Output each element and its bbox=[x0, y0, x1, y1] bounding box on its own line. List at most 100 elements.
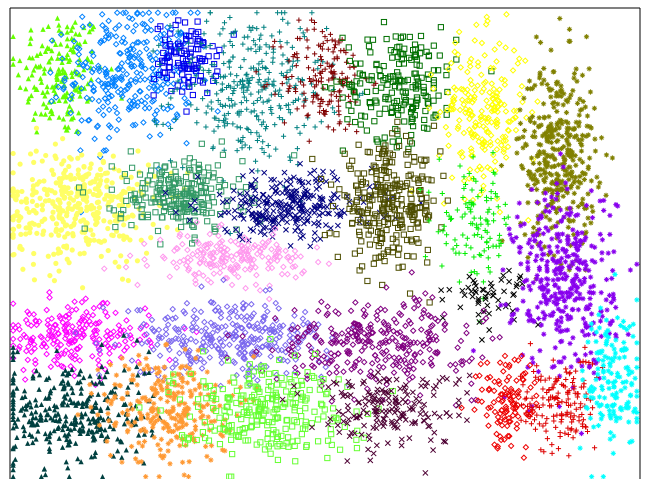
data-point bbox=[45, 253, 51, 259]
data-point bbox=[237, 211, 244, 218]
data-point bbox=[363, 88, 371, 95]
data-point bbox=[375, 154, 382, 162]
data-point bbox=[93, 123, 101, 131]
data-point bbox=[53, 180, 59, 186]
data-point bbox=[252, 281, 260, 289]
data-point bbox=[426, 346, 433, 353]
data-point bbox=[60, 116, 67, 122]
data-point bbox=[16, 343, 23, 350]
data-point bbox=[408, 209, 415, 216]
data-point bbox=[548, 225, 554, 231]
data-point bbox=[543, 276, 549, 282]
data-point bbox=[209, 174, 217, 181]
data-point bbox=[233, 226, 240, 233]
data-point bbox=[580, 170, 586, 176]
data-point bbox=[79, 152, 85, 158]
data-point bbox=[145, 9, 153, 17]
data-point bbox=[574, 274, 580, 281]
axes-frame bbox=[9, 7, 641, 479]
data-point bbox=[310, 99, 316, 105]
data-point bbox=[510, 239, 516, 245]
data-point bbox=[83, 63, 91, 71]
data-point bbox=[169, 364, 176, 372]
data-point bbox=[49, 214, 55, 220]
data-point bbox=[317, 103, 323, 109]
data-point bbox=[82, 295, 90, 302]
data-point bbox=[522, 232, 528, 238]
data-point bbox=[321, 111, 327, 117]
data-point bbox=[108, 92, 116, 100]
data-point bbox=[181, 158, 188, 165]
data-point bbox=[230, 90, 236, 97]
data-point bbox=[454, 207, 460, 213]
data-point bbox=[529, 355, 535, 361]
data-point bbox=[294, 344, 302, 352]
data-point bbox=[64, 36, 70, 42]
data-point bbox=[557, 88, 563, 94]
data-point bbox=[141, 76, 149, 83]
data-point bbox=[589, 258, 595, 264]
data-point bbox=[364, 219, 372, 227]
data-point bbox=[133, 10, 141, 18]
data-point bbox=[294, 35, 301, 42]
data-point bbox=[261, 24, 267, 30]
data-point bbox=[230, 54, 236, 60]
data-point bbox=[561, 155, 567, 161]
data-point bbox=[414, 96, 421, 103]
data-point bbox=[312, 51, 318, 57]
data-point bbox=[87, 373, 93, 379]
data-point bbox=[347, 200, 354, 207]
data-point bbox=[133, 448, 139, 454]
data-point bbox=[488, 118, 495, 126]
data-point bbox=[290, 174, 297, 181]
data-point bbox=[570, 218, 576, 224]
data-point bbox=[299, 179, 306, 186]
data-point bbox=[85, 237, 91, 244]
data-point bbox=[33, 210, 39, 216]
data-point bbox=[113, 9, 121, 17]
data-point bbox=[285, 20, 291, 26]
data-point bbox=[611, 249, 617, 255]
data-point bbox=[448, 105, 456, 113]
data-point bbox=[119, 454, 125, 460]
data-point bbox=[313, 186, 320, 192]
data-point bbox=[53, 221, 60, 227]
data-point bbox=[536, 123, 542, 129]
data-point bbox=[66, 163, 72, 170]
data-point bbox=[204, 18, 210, 24]
data-point bbox=[20, 423, 26, 430]
data-point bbox=[570, 335, 576, 341]
data-point bbox=[156, 172, 163, 179]
data-point bbox=[528, 171, 534, 177]
data-point bbox=[20, 266, 26, 272]
data-point bbox=[540, 101, 547, 107]
data-point bbox=[145, 104, 153, 112]
data-point bbox=[61, 170, 67, 176]
data-point bbox=[394, 69, 401, 76]
data-point bbox=[106, 205, 113, 212]
data-point bbox=[33, 125, 40, 131]
data-point bbox=[410, 253, 417, 260]
data-point bbox=[475, 311, 482, 318]
data-point bbox=[486, 310, 492, 317]
data-point bbox=[178, 64, 185, 71]
data-point bbox=[78, 117, 85, 124]
data-point bbox=[199, 96, 206, 102]
data-point bbox=[66, 103, 73, 109]
data-point bbox=[250, 227, 257, 234]
data-point bbox=[395, 111, 402, 118]
data-point bbox=[43, 350, 50, 358]
data-point bbox=[540, 210, 546, 216]
data-point bbox=[278, 198, 284, 205]
data-point bbox=[381, 134, 388, 141]
data-point bbox=[341, 192, 348, 199]
data-point bbox=[509, 317, 515, 323]
data-point bbox=[462, 89, 469, 96]
data-point bbox=[220, 26, 226, 32]
data-point bbox=[98, 11, 106, 18]
data-point bbox=[339, 70, 345, 76]
data-point bbox=[163, 43, 171, 51]
data-point bbox=[304, 218, 311, 225]
data-point bbox=[185, 65, 192, 72]
data-point bbox=[569, 307, 575, 313]
